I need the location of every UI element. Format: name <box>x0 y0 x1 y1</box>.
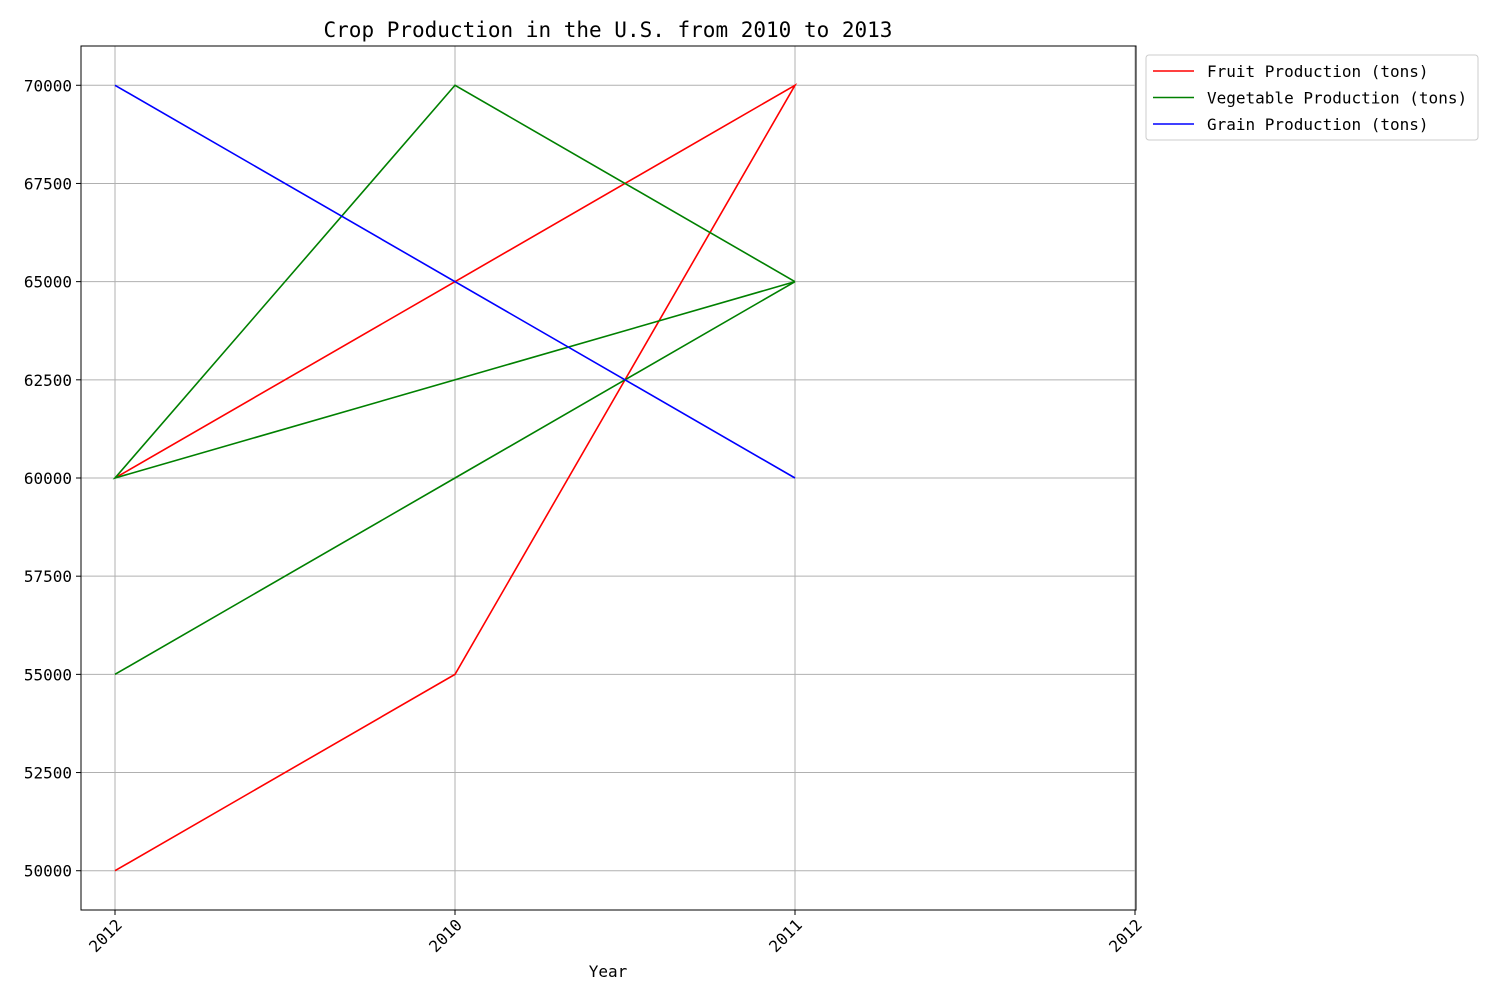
legend-box <box>1145 54 1479 141</box>
y-tick-label: 62500 <box>24 371 72 390</box>
y-axis: 50000 52500 55000 57500 60000 62500 65000 67500… <box>24 76 81 881</box>
series-line <box>114 84 796 479</box>
y-tick-label: 55000 <box>24 665 72 684</box>
legend-entry: Vegetable Production (tons) <box>1207 89 1467 108</box>
legend-entry: Fruit Production (tons) <box>1207 62 1429 81</box>
y-tick-label: 70000 <box>24 76 72 95</box>
series-line <box>112 84 796 676</box>
legend-entry: Grain Production (tons) <box>1207 115 1429 134</box>
y-tick-label: 57500 <box>24 567 72 586</box>
y-tick-label: 67500 <box>24 174 72 193</box>
series-lines <box>112 83 798 872</box>
x-tick-label: 2012 <box>85 915 126 956</box>
x-tick-label: 2011 <box>765 915 806 956</box>
chart-title: Crop Production in the U.S. from 2010 to… <box>324 18 893 42</box>
x-axis-label: Year <box>589 962 628 981</box>
y-tick-label: 60000 <box>24 469 72 488</box>
grid-lines <box>81 46 1136 910</box>
x-tick-label: 2010 <box>425 915 466 956</box>
x-axis: 2012 2010 2011 2012 <box>85 910 1146 956</box>
legend: Fruit Production (tons) Vegetable Product… <box>1145 54 1479 141</box>
y-tick-label: 65000 <box>24 273 72 292</box>
x-tick-label: 2012 <box>1105 915 1146 956</box>
y-tick-label: 52500 <box>24 764 72 783</box>
y-tick-label: 50000 <box>24 862 72 881</box>
